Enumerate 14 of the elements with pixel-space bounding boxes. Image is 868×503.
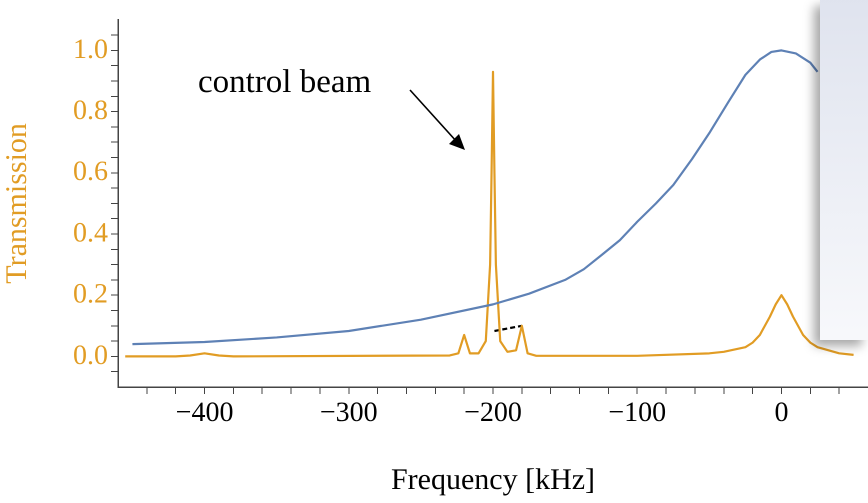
x-tick-label: −100 [608,397,666,428]
annotation: control beam [198,64,372,100]
x-tick-label: −200 [464,397,522,428]
y-axis-title: Transmission [0,123,33,284]
y-tick-label: 0.0 [73,340,108,371]
x-tick-label: 0 [774,397,788,428]
x-tick-label: −400 [176,397,234,428]
x-tick-label: −300 [320,397,378,428]
y-tick-label: 0.2 [73,278,108,310]
y-tick-label: 0.4 [73,217,108,248]
y-tick-label: 1.0 [73,34,108,65]
y-tick-label: 0.8 [73,94,108,126]
y-tick-label: 0.6 [73,156,108,188]
x-axis-title: Frequency [kHz] [390,462,596,496]
